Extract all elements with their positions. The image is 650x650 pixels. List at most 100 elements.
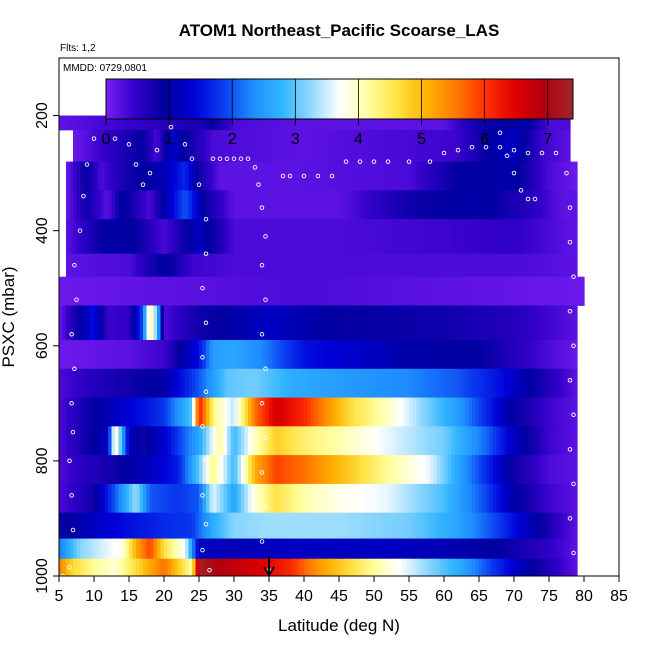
heatmap-cell	[311, 368, 316, 398]
heatmap-cell	[486, 115, 491, 131]
heatmap-cell	[101, 305, 106, 341]
heatmap-cell	[272, 512, 277, 539]
track-point	[280, 173, 286, 179]
heatmap-cell	[167, 190, 172, 220]
heatmap-cell	[563, 305, 568, 341]
heatmap-cell	[251, 455, 256, 485]
heatmap-cell	[458, 512, 463, 539]
heatmap-cell	[234, 538, 239, 560]
heatmap-cell	[353, 512, 358, 539]
heatmap-cell	[139, 397, 144, 427]
heatmap-cell	[503, 483, 508, 514]
heatmap-cell	[87, 538, 92, 560]
heatmap-cell	[146, 558, 151, 576]
heatmap-cell	[244, 219, 249, 255]
heatmap-cell	[482, 190, 487, 220]
heatmap-cell	[524, 190, 529, 220]
heatmap-cell	[384, 512, 389, 539]
heatmap-cell	[370, 115, 375, 131]
heatmap-cell	[395, 368, 400, 398]
y-tick-label: 1000	[34, 558, 51, 594]
heatmap-cell	[83, 305, 88, 341]
heatmap-cell	[111, 538, 116, 560]
heatmap-cell	[216, 276, 221, 306]
heatmap-cell	[164, 305, 169, 341]
heatmap-cell	[104, 558, 109, 576]
heatmap-cell	[209, 161, 214, 191]
heatmap-cell	[360, 483, 365, 514]
heatmap-cell	[377, 161, 382, 191]
heatmap-cell	[360, 129, 365, 162]
heatmap-cell	[391, 558, 396, 576]
track-point	[231, 156, 237, 161]
heatmap-cell	[325, 368, 330, 398]
heatmap-cell	[552, 305, 557, 341]
heatmap-cell	[227, 512, 232, 539]
heatmap-cell	[570, 190, 575, 220]
heatmap-cell	[552, 368, 557, 398]
track-point	[532, 196, 538, 202]
heatmap-cell	[360, 368, 365, 398]
heatmap-cell	[101, 397, 106, 427]
heatmap-cell	[521, 219, 526, 255]
heatmap-cell	[104, 538, 109, 560]
heatmap-cell	[143, 368, 148, 398]
heatmap-cell	[426, 276, 431, 306]
heatmap-cell	[139, 340, 144, 370]
heatmap-cell	[269, 340, 274, 370]
heatmap-cell	[535, 276, 540, 306]
heatmap-cell	[318, 558, 323, 576]
heatmap-cell	[514, 368, 519, 398]
heatmap-cell	[153, 276, 158, 306]
heatmap-cell	[59, 115, 64, 131]
heatmap-cell	[570, 455, 575, 485]
heatmap-cell	[423, 305, 428, 341]
heatmap-cell	[125, 455, 130, 485]
heatmap-cell	[374, 190, 379, 220]
heatmap-cell	[517, 276, 522, 306]
x-tick-label: 25	[190, 588, 208, 605]
heatmap-cell	[496, 305, 501, 341]
heatmap-cell	[384, 129, 389, 162]
heatmap-cell	[437, 368, 442, 398]
track-point	[70, 527, 76, 533]
heatmap-cell	[521, 397, 526, 427]
heatmap-cell	[451, 538, 456, 560]
heatmap-cell	[195, 115, 200, 131]
heatmap-cell	[125, 305, 130, 341]
heatmap-cell	[244, 368, 249, 398]
heatmap-cell	[248, 161, 253, 191]
heatmap-cell	[164, 558, 169, 576]
heatmap-cell	[290, 340, 295, 370]
track-point	[539, 150, 545, 156]
heatmap-cell	[241, 129, 246, 162]
heatmap-cell	[59, 340, 64, 370]
heatmap-cell	[475, 512, 480, 539]
heatmap-cell	[559, 483, 564, 514]
heatmap-cell	[104, 190, 109, 220]
heatmap-cell	[209, 276, 214, 306]
heatmap-cell	[367, 115, 372, 131]
heatmap-cell	[342, 340, 347, 370]
heatmap-cell	[104, 455, 109, 485]
heatmap-cell	[493, 455, 498, 485]
heatmap-cell	[493, 305, 498, 341]
heatmap-cell	[405, 455, 410, 485]
heatmap-cell	[321, 115, 326, 131]
heatmap-cell	[269, 190, 274, 220]
heatmap-cell	[447, 483, 452, 514]
track-point	[245, 156, 251, 161]
heatmap-cell	[496, 276, 501, 306]
heatmap-cell	[472, 253, 477, 278]
heatmap-cell	[500, 538, 505, 560]
heatmap-cell	[269, 129, 274, 162]
heatmap-cell	[241, 305, 246, 341]
heatmap-cell	[132, 340, 137, 370]
heatmap-cell	[409, 426, 414, 456]
heatmap-cell	[454, 512, 459, 539]
heatmap-cell	[111, 276, 116, 306]
heatmap-cell	[370, 558, 375, 576]
heatmap-cell	[150, 190, 155, 220]
heatmap-cell	[559, 368, 564, 398]
track-point	[469, 144, 475, 150]
